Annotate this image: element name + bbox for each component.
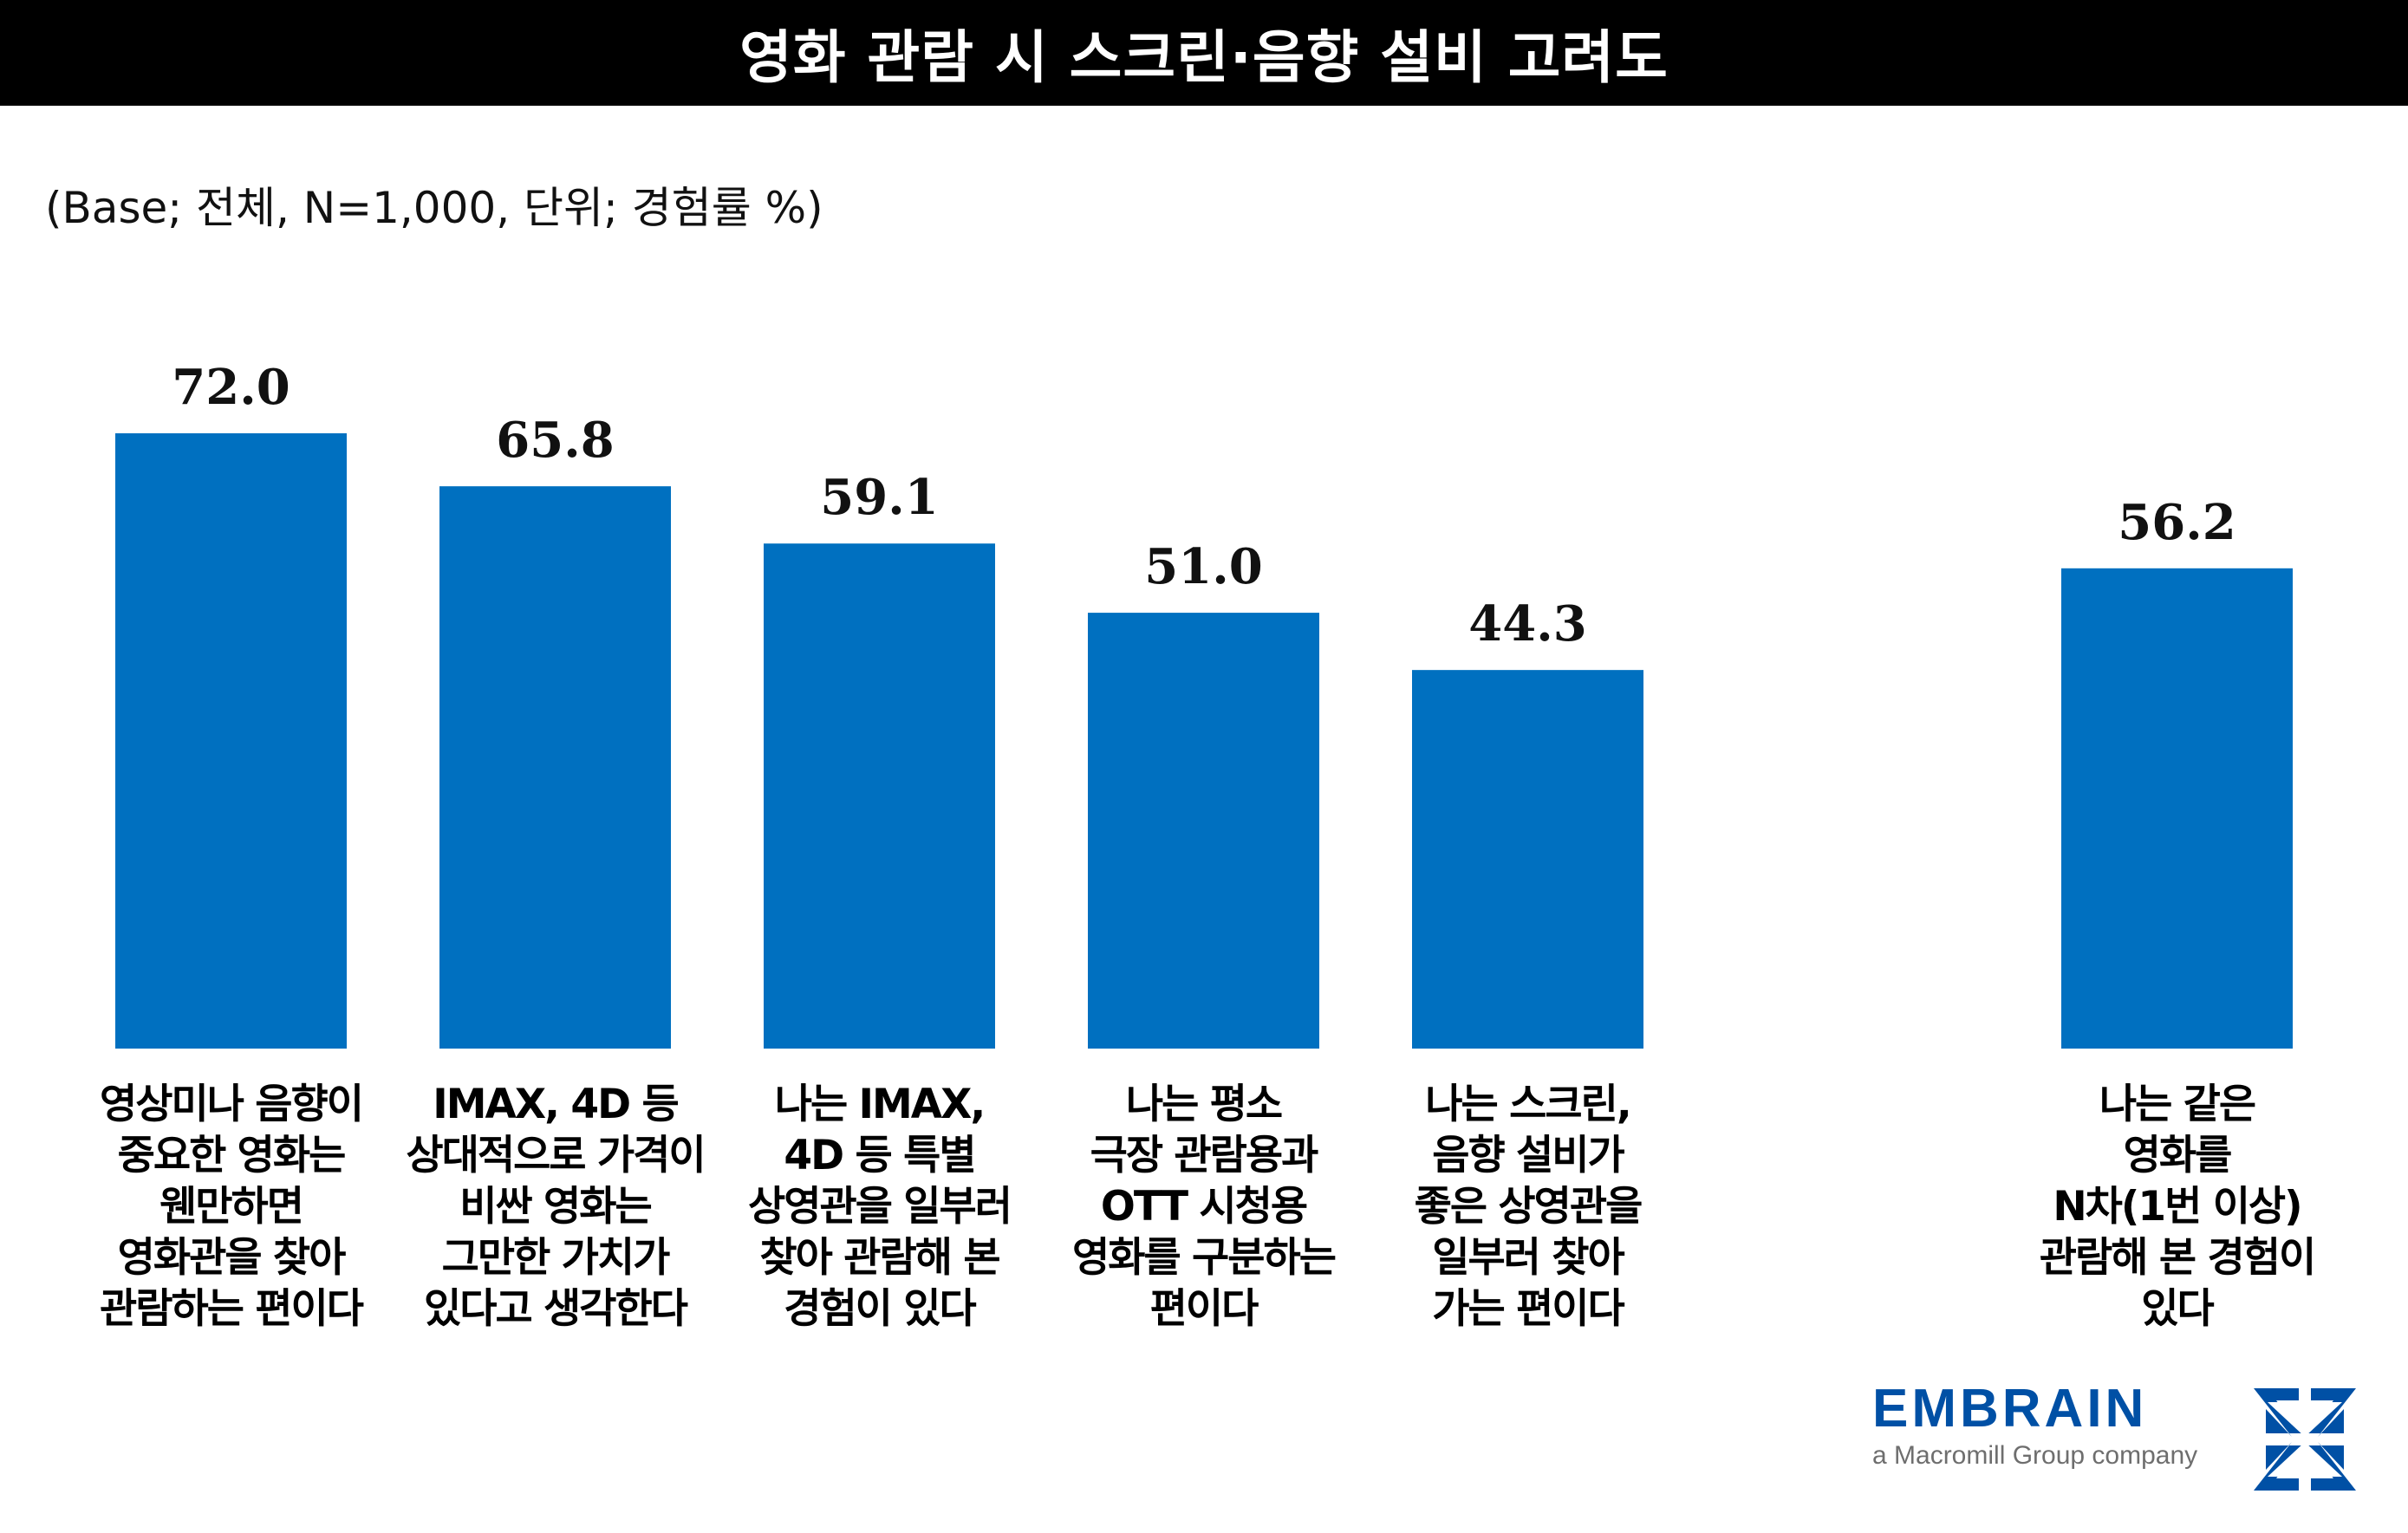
category-label: 나는 평소 극장 관람용과 OTT 시청용 영화를 구분하는 편이다	[1039, 1079, 1369, 1335]
category-label-line: IMAX, 4D 등	[433, 1081, 679, 1128]
category-label-line: 영상미나 음향이	[99, 1081, 364, 1128]
category-label-line: 상대적으로 가격이	[406, 1132, 706, 1179]
category-label-line: 영화를	[2123, 1132, 2233, 1179]
category-label: 나는 스크린, 음향 설비가 좋은 상영관을 일부러 찾아 가는 편이다	[1363, 1079, 1693, 1335]
category-label-line: 중요한 영화는	[117, 1132, 347, 1179]
category-label-line: 4D 등 특별	[784, 1132, 976, 1179]
category-label-line: 일부러 찾아	[1432, 1234, 1625, 1282]
value-label: 51.0	[1144, 538, 1262, 595]
category-label-line: 비싼 영화는	[459, 1183, 653, 1231]
bar	[764, 543, 995, 1049]
category-label-line: 나는 같은	[2099, 1081, 2256, 1128]
category-label-line: 나는 평소	[1125, 1081, 1283, 1128]
category-label-line: 편이다	[1149, 1285, 1259, 1333]
category-label-line: 웬만하면	[159, 1183, 304, 1231]
chart-title: 영화 관람 시 스크린·음향 설비 고려도	[739, 24, 1669, 91]
category-label-line: 관람해 본 경험이	[2039, 1234, 2316, 1282]
embrain-logo: EMBRAIN a Macromill Group company	[1872, 1382, 2197, 1471]
category-label-line: 음향 설비가	[1432, 1132, 1625, 1179]
bar	[439, 486, 671, 1049]
category-label-line: 그만한 가치가	[441, 1234, 671, 1282]
chart-subtitle: (Base; 전체, N=1,000, 단위; 경험률 %)	[45, 183, 823, 233]
title-bar: 영화 관람 시 스크린·음향 설비 고려도	[0, 0, 2408, 106]
bar	[1412, 670, 1643, 1049]
value-label: 65.8	[496, 412, 614, 469]
value-label: 59.1	[820, 469, 938, 526]
category-label: 나는 IMAX, 4D 등 특별 상영관을 일부러 찾아 관람해 본 경험이 있다	[715, 1079, 1045, 1335]
category-label-line: 가는 편이다	[1432, 1285, 1625, 1333]
category-label-line: OTT 시청용	[1100, 1183, 1308, 1231]
value-label: 56.2	[2118, 494, 2236, 551]
category-label: 영상미나 음향이 중요한 영화는 웬만하면 영화관을 찾아 관람하는 편이다	[67, 1079, 396, 1335]
value-label: 72.0	[172, 359, 290, 416]
category-label-line: 극장 관람용과	[1090, 1132, 1319, 1179]
bar	[115, 433, 347, 1049]
category-label-line: 영화관을 찾아	[117, 1234, 347, 1282]
category-label-line: 있다	[2141, 1285, 2214, 1333]
category-label-line: 상영관을 일부러	[747, 1183, 1012, 1231]
logo-tagline: a Macromill Group company	[1872, 1441, 2198, 1470]
category-label-line: 좋은 상영관을	[1414, 1183, 1643, 1231]
embrain-mark-icon	[2254, 1388, 2356, 1491]
category-label-line: 찾아 관람해 본	[759, 1234, 1000, 1282]
category-label: 나는 같은 영화를 N차(1번 이상) 관람해 본 경험이 있다	[2013, 1079, 2342, 1335]
category-label-line: 관람하는 편이다	[99, 1285, 364, 1333]
category-label-line: 나는 IMAX,	[774, 1081, 986, 1128]
category-label-line: 영화를 구분하는	[1071, 1234, 1337, 1282]
category-label: IMAX, 4D 등 상대적으로 가격이 비싼 영화는 그만한 가치가 있다고 생각한다	[391, 1079, 720, 1335]
category-label-line: 나는 스크린,	[1425, 1081, 1631, 1128]
category-label-line: 있다고 생각한다	[423, 1285, 688, 1333]
bar	[1088, 613, 1319, 1049]
category-label-line: 경험이 있다	[784, 1285, 977, 1333]
value-label: 44.3	[1468, 595, 1586, 653]
bar	[2061, 568, 2293, 1049]
logo-wordmark: EMBRAIN	[1872, 1379, 2148, 1439]
category-label-line: N차(1번 이상)	[2053, 1183, 2302, 1231]
